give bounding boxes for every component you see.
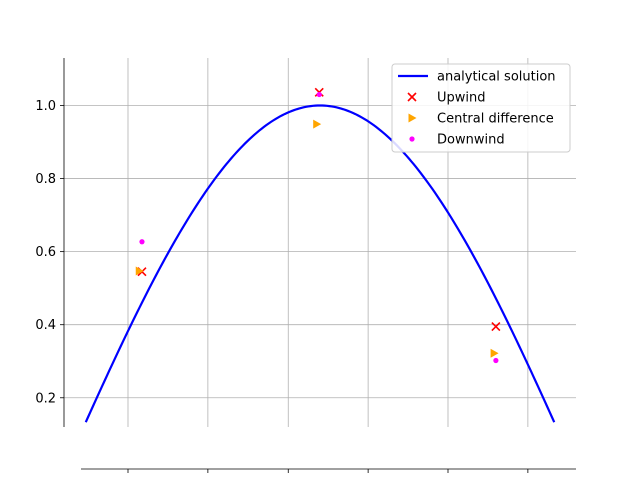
legend-label-downwind: Downwind [437,133,505,148]
legend: analytical solution Upwind Central differe… [391,63,571,153]
central-difference-point [313,119,322,129]
upwind-point-stroke-b [491,321,501,332]
legend-label-central-difference: Central difference [437,112,554,127]
downwind-point [316,91,322,98]
legend-swatch-downwind [409,136,415,142]
axes [63,58,576,470]
y-tick-label: 0.6 [35,245,56,260]
central-difference-point [490,348,499,358]
y-tick-label: 1.0 [35,99,56,114]
legend-label-analytical-solution: analytical solution [437,70,556,85]
y-tick-label: 0.8 [35,172,56,187]
downwind-point [493,357,499,364]
y-axis-ticks: 0.2 0.4 0.6 0.8 1.0 [35,99,64,406]
legend-swatch-central-difference [408,113,417,123]
legend-label-upwind: Upwind [437,91,486,106]
y-tick-label: 0.4 [35,318,56,333]
x-axis-ticks [127,469,529,473]
legend-box [391,63,571,153]
downwind-point [139,239,145,245]
analytical-solution-line [84,104,556,423]
series [84,87,556,423]
central-difference-point [135,266,144,276]
legend-swatch-upwind [407,92,417,102]
upwind-point [491,321,501,332]
y-tick-label: 0.2 [35,391,56,406]
legend-swatch-upwind-stroke-b [407,92,417,102]
